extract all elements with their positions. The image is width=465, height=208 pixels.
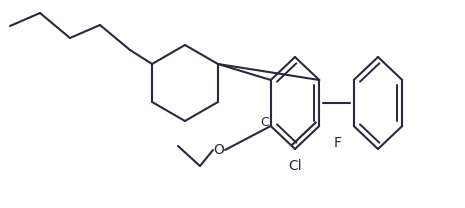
Text: Cl: Cl — [288, 159, 302, 173]
Text: C: C — [260, 115, 269, 129]
Text: F: F — [333, 136, 341, 150]
Text: O: O — [213, 143, 225, 157]
